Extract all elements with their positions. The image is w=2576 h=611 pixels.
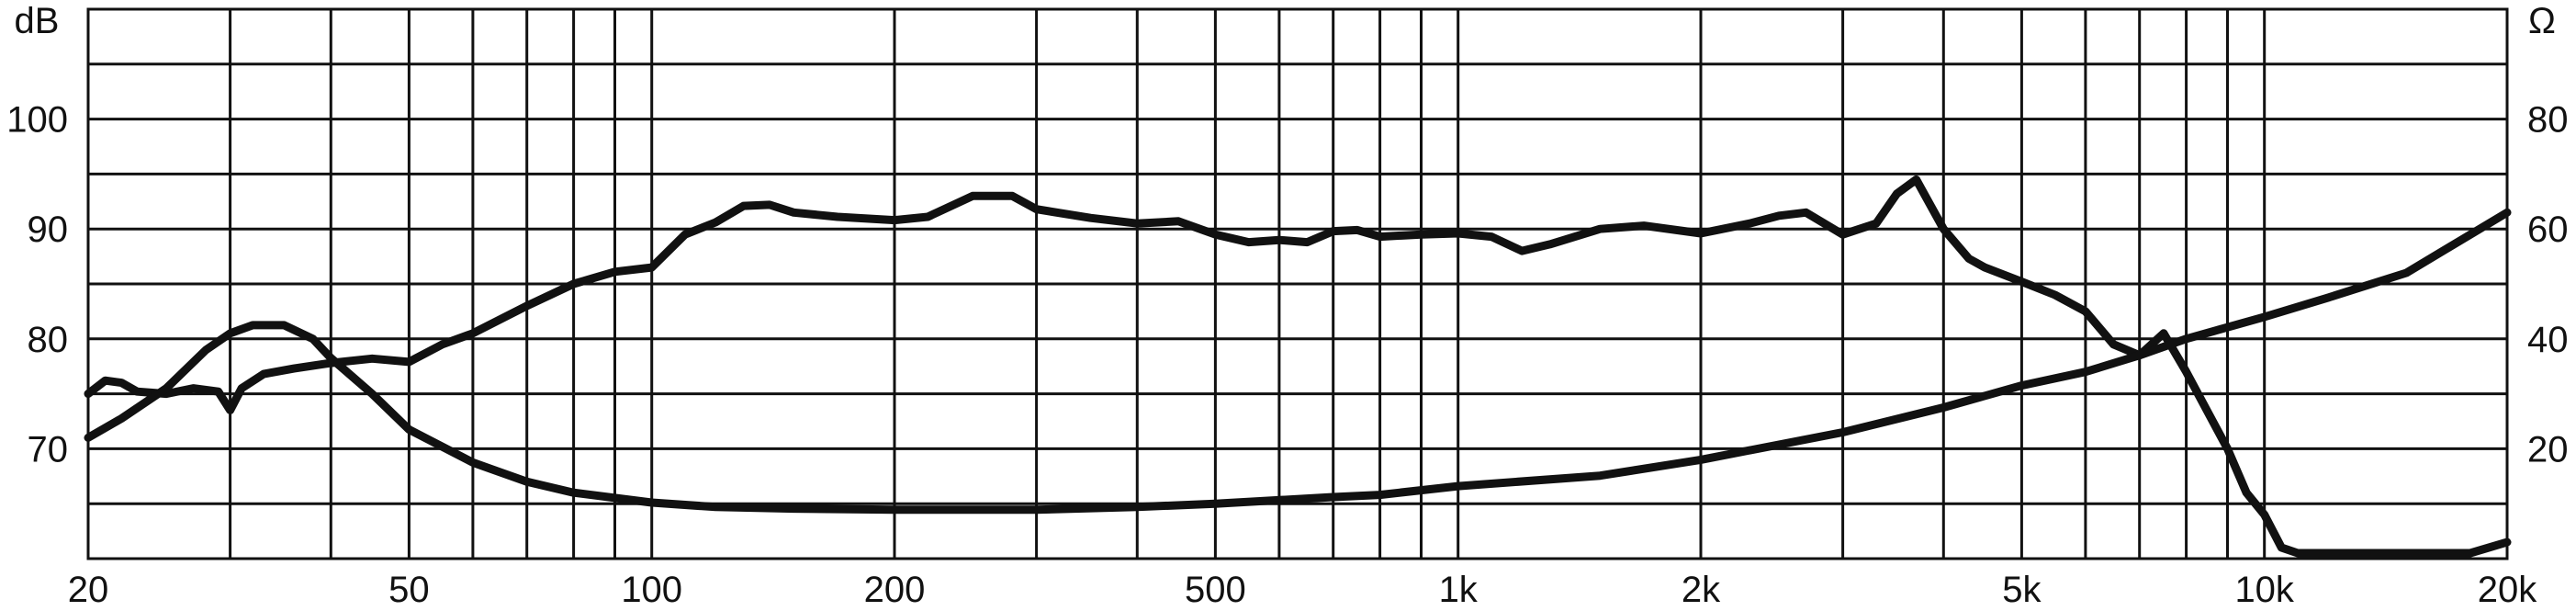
x-tick-label: 50 <box>388 570 430 610</box>
x-tick-label: 20k <box>2478 570 2537 610</box>
impedance-curve <box>84 208 2512 515</box>
x-tick-label: 100 <box>621 570 682 610</box>
spl-curve <box>84 175 2512 558</box>
y2-tick-labels: 20 40 60 80 <box>2527 100 2569 470</box>
x-tick-label: 2k <box>1682 570 1721 610</box>
x-tick-label: 500 <box>1185 570 1246 610</box>
y-tick-label: 100 <box>6 100 68 141</box>
y2-axis-unit-label: Ω <box>2528 1 2556 41</box>
y-axis-unit-label: dB <box>15 1 60 41</box>
y2-tick-label: 80 <box>2527 100 2569 141</box>
x-tick-label: 10k <box>2234 570 2294 610</box>
x-tick-label: 20 <box>68 570 109 610</box>
y-tick-label: 90 <box>28 209 69 250</box>
x-tick-label: 1k <box>1439 570 1479 610</box>
y2-tick-label: 20 <box>2527 429 2569 470</box>
y-tick-label: 80 <box>28 320 69 360</box>
x-tick-label: 200 <box>864 570 926 610</box>
x-tick-label: 5k <box>2002 570 2042 610</box>
y2-tick-label: 40 <box>2527 320 2569 360</box>
y2-tick-label: 60 <box>2527 209 2569 250</box>
grid <box>86 7 2509 560</box>
y-tick-label: 70 <box>28 429 69 470</box>
y-tick-labels: 70 80 90 100 <box>6 100 68 470</box>
x-tick-labels: 20 50 100 200 500 1k 2k 5k 10k 20k <box>68 570 2537 610</box>
series-group <box>84 175 2512 558</box>
